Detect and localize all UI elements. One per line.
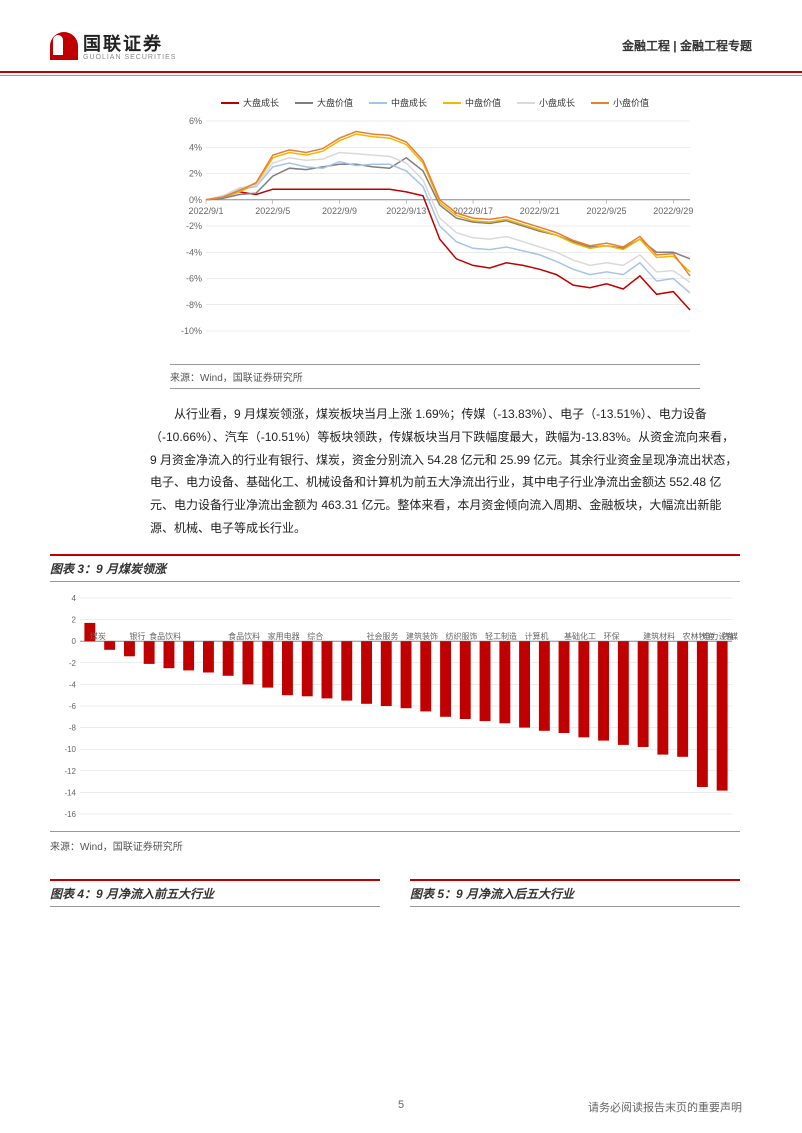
figure4-title: 图表 4：9 月净流入前五大行业 — [50, 879, 380, 907]
svg-text:2022/9/5: 2022/9/5 — [255, 206, 290, 216]
svg-text:-14: -14 — [64, 788, 76, 797]
figure5-title: 图表 5：9 月净流入后五大行业 — [410, 879, 740, 907]
chart1-source: 来源：Wind，国联证券研究所 — [170, 364, 700, 389]
svg-text:2022/9/21: 2022/9/21 — [520, 206, 560, 216]
svg-text:0: 0 — [72, 637, 77, 646]
legend-item: 中盘价值 — [443, 96, 501, 109]
svg-text:-4%: -4% — [186, 247, 202, 257]
svg-text:-2: -2 — [69, 659, 77, 668]
svg-text:基础化工: 基础化工 — [564, 631, 596, 641]
svg-text:-10%: -10% — [181, 326, 202, 336]
svg-text:4%: 4% — [189, 142, 202, 152]
svg-text:-12: -12 — [64, 767, 76, 776]
svg-text:-6%: -6% — [186, 274, 202, 284]
svg-text:食品饮料: 食品饮料 — [149, 631, 181, 641]
svg-text:-8%: -8% — [186, 300, 202, 310]
figure3-title: 图表 3：9 月煤炭领涨 — [50, 554, 740, 582]
legend-item: 小盘成长 — [517, 96, 575, 109]
svg-text:社会服务: 社会服务 — [366, 631, 398, 641]
svg-text:2022/9/13: 2022/9/13 — [386, 206, 426, 216]
svg-text:家用电器: 家用电器 — [268, 631, 300, 641]
brand-logo: 国联证券 GUOLIAN SECURITIES — [50, 30, 176, 61]
svg-text:2022/9/9: 2022/9/9 — [322, 206, 357, 216]
legend-item: 大盘成长 — [221, 96, 279, 109]
svg-text:建筑装饰: 建筑装饰 — [406, 631, 438, 641]
brand-name-en: GUOLIAN SECURITIES — [83, 54, 176, 61]
svg-text:6%: 6% — [189, 116, 202, 126]
svg-text:4: 4 — [72, 594, 77, 603]
svg-text:-16: -16 — [64, 810, 76, 819]
chart2-svg: -16-14-12-10-8-6-4-2024煤炭银行食品饮料食品饮料家用电器综… — [50, 592, 740, 822]
svg-text:综合: 综合 — [307, 631, 323, 641]
svg-text:传媒: 传媒 — [722, 631, 738, 641]
svg-text:2022/9/29: 2022/9/29 — [653, 206, 693, 216]
brand-name-cn: 国联证券 — [83, 30, 176, 56]
logo-mark-icon — [50, 32, 78, 60]
chart1-svg: -10% -8% -6% -4% -2% 0% 2% 4% 6% 2022/9/1 2022/9/5… — [170, 115, 700, 355]
svg-text:-6: -6 — [69, 702, 77, 711]
page-number: 5 — [398, 1099, 404, 1111]
header-category: 金融工程 | 金融工程专题 — [622, 37, 752, 54]
chart2-source: 来源：Wind，国联证券研究所 — [50, 831, 740, 859]
svg-text:2022/9/1: 2022/9/1 — [188, 206, 223, 216]
svg-text:纺织服饰: 纺织服饰 — [446, 631, 478, 641]
svg-text:计算机: 计算机 — [525, 631, 549, 641]
legend-item: 大盘价值 — [295, 96, 353, 109]
svg-text:-8: -8 — [69, 723, 77, 732]
svg-text:建筑材料: 建筑材料 — [643, 631, 675, 641]
legend-item: 中盘成长 — [369, 96, 427, 109]
chart-industry-bars: -16-14-12-10-8-6-4-2024煤炭银行食品饮料食品饮料家用电器综… — [50, 592, 740, 825]
svg-text:2022/9/25: 2022/9/25 — [587, 206, 627, 216]
svg-text:-2%: -2% — [186, 221, 202, 231]
svg-text:-4: -4 — [69, 680, 77, 689]
svg-text:2%: 2% — [189, 169, 202, 179]
svg-text:0%: 0% — [189, 195, 202, 205]
svg-text:轻工制造: 轻工制造 — [485, 631, 517, 641]
svg-text:-10: -10 — [64, 745, 76, 754]
svg-text:银行: 银行 — [129, 631, 145, 641]
svg-text:食品饮料: 食品饮料 — [228, 631, 260, 641]
chart-style-performance: 大盘成长 大盘价值 中盘成长 中盘价值 小盘成长 小盘价值 -10% -8% -6% -4% -2… — [170, 96, 700, 358]
chart1-legend: 大盘成长 大盘价值 中盘成长 中盘价值 小盘成长 小盘价值 — [170, 96, 700, 109]
svg-text:煤炭: 煤炭 — [90, 631, 106, 641]
footer-disclaimer: 请务必阅读报告末页的重要声明 — [588, 1099, 742, 1115]
svg-text:2: 2 — [72, 615, 77, 624]
body-paragraph: 从行业看，9 月煤炭领涨，煤炭板块当月上涨 1.69%；传媒（-13.83%）、… — [150, 403, 740, 540]
legend-item: 小盘价值 — [591, 96, 649, 109]
svg-text:环保: 环保 — [604, 631, 620, 641]
